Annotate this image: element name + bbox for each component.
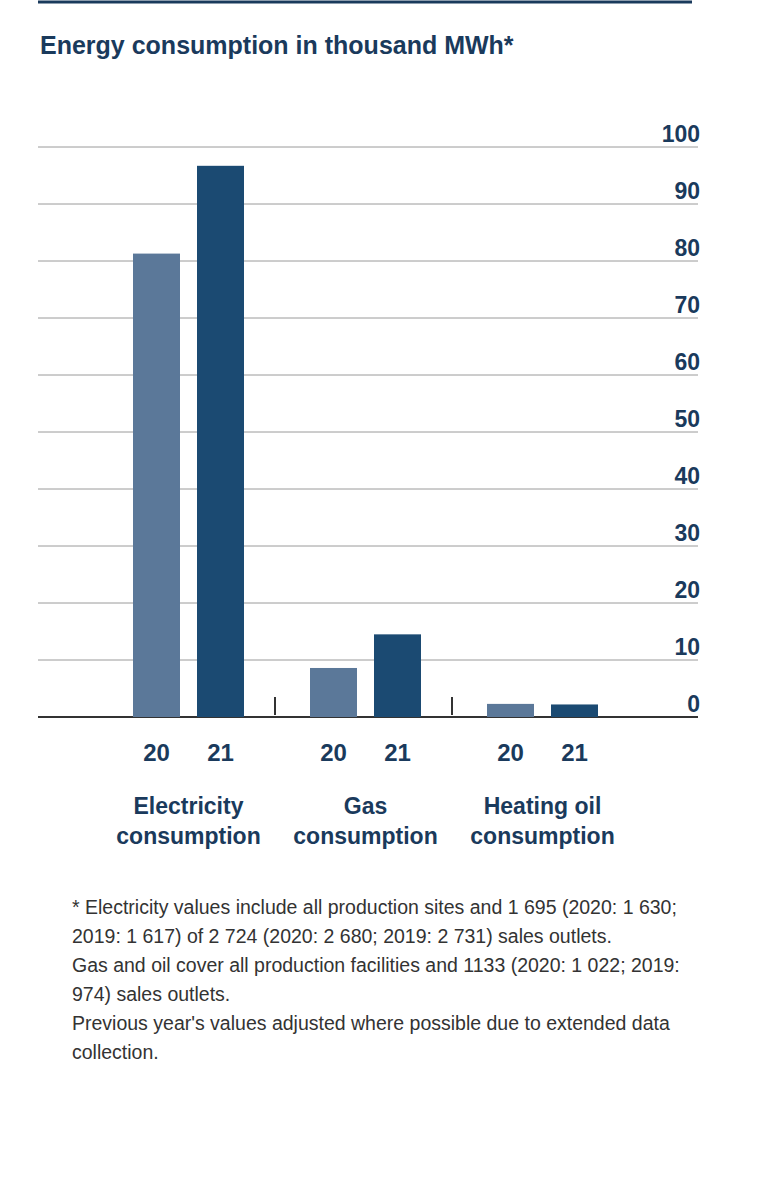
category-label: Electricity consumption — [116, 793, 260, 849]
grid-line — [38, 147, 698, 148]
grid-line — [38, 204, 698, 205]
footnote: Previous year's values adjusted where po… — [72, 1009, 712, 1067]
y-tick-label: 90 — [674, 178, 700, 204]
footnotes: * Electricity values include all product… — [72, 893, 712, 1067]
footnote: * Electricity values include all product… — [72, 893, 712, 951]
category-label-line: consumption — [116, 823, 260, 849]
top-rule — [38, 1, 692, 4]
y-tick-label: 50 — [674, 406, 700, 432]
category-label-line: consumption — [293, 823, 437, 849]
group-separator — [451, 697, 453, 715]
series-label: 21 — [384, 739, 411, 766]
category-label-line: Heating oil — [484, 793, 602, 819]
bar — [374, 634, 421, 717]
category-label: Gas consumption — [293, 793, 437, 849]
y-tick-label: 10 — [674, 634, 700, 660]
category-label: Heating oil consumption — [470, 793, 614, 849]
series-label: 20 — [497, 739, 524, 766]
group-separator — [274, 697, 276, 715]
bars — [133, 166, 598, 717]
bar — [133, 254, 180, 717]
y-tick-label: 40 — [674, 463, 700, 489]
series-label: 20 — [320, 739, 347, 766]
y-tick-label: 30 — [674, 520, 700, 546]
bar — [310, 668, 357, 717]
category-label-line: Gas — [344, 793, 387, 819]
bar — [197, 166, 244, 717]
chart: Energy consumption in thousand MWh* 0 10 20… — [0, 0, 758, 880]
series-label: 21 — [561, 739, 588, 766]
category-label-line: Electricity — [134, 793, 244, 819]
y-tick-label: 100 — [662, 121, 700, 147]
y-tick-label: 60 — [674, 349, 700, 375]
series-label: 20 — [143, 739, 170, 766]
y-tick-label: 80 — [674, 235, 700, 261]
series-label: 21 — [207, 739, 234, 766]
bar — [551, 704, 598, 717]
category-label-line: consumption — [470, 823, 614, 849]
y-tick-label: 70 — [674, 292, 700, 318]
bar — [487, 704, 534, 717]
y-tick-label: 20 — [674, 577, 700, 603]
title: Energy consumption in thousand MWh* — [40, 31, 514, 59]
y-tick-label: 0 — [687, 691, 700, 717]
footnote: Gas and oil cover all production facilit… — [72, 951, 712, 1009]
